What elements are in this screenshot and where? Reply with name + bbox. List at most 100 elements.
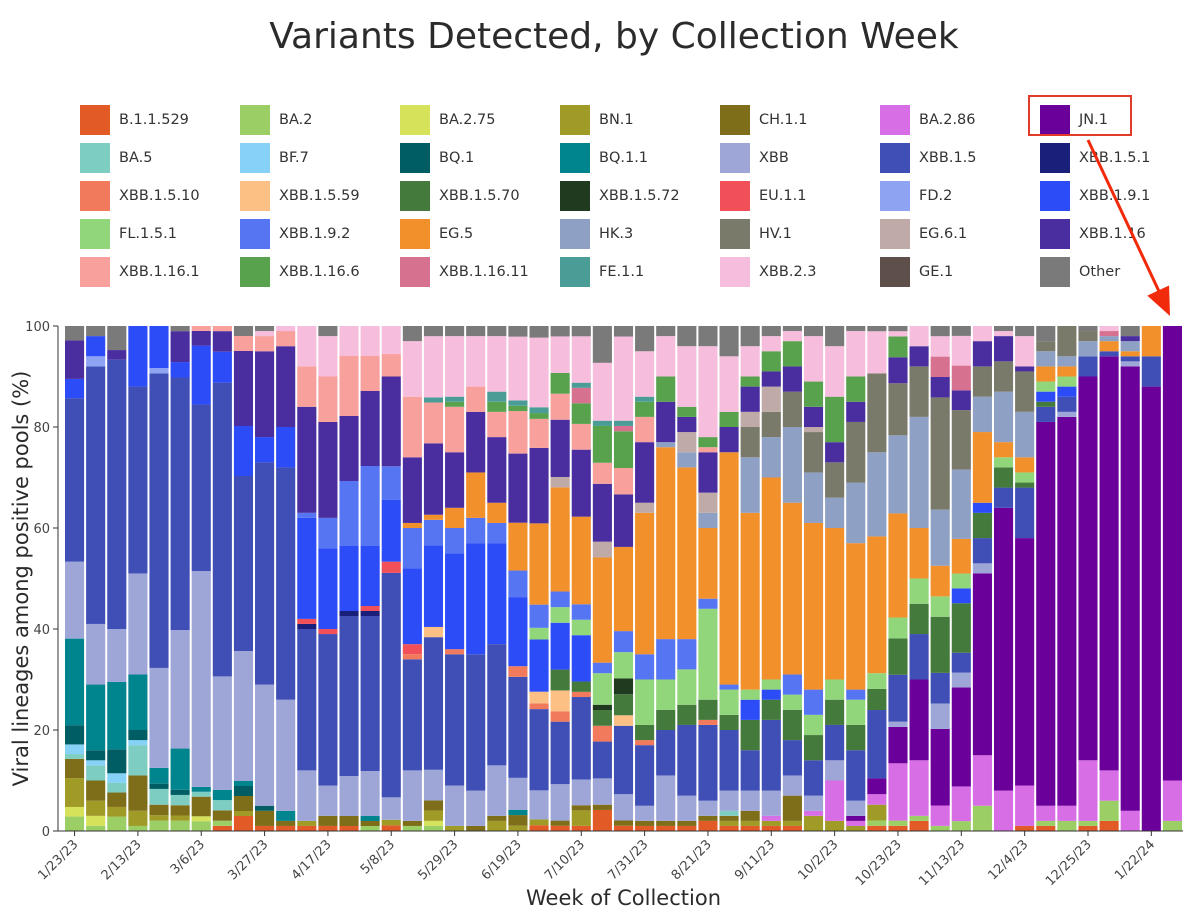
segment-xbb-1-5-70 <box>1036 401 1056 407</box>
segment-ba-2 <box>1078 820 1098 826</box>
segment-eg-6-1 <box>698 492 718 513</box>
segment-hk-3 <box>825 497 845 528</box>
segment-xbb <box>233 651 254 781</box>
bar-week-23 <box>529 326 549 831</box>
segment-xbb-2-3 <box>550 336 570 373</box>
x-tick-label: 4/17/23 <box>289 837 335 883</box>
segment-hv-1 <box>825 462 845 498</box>
segment-other <box>1015 326 1035 337</box>
segment-xbb-1-16-1 <box>487 411 507 438</box>
bar-week-44 <box>972 326 992 831</box>
segment-xbb-1-5 <box>867 710 887 779</box>
segment-xbb-1-5 <box>128 386 148 574</box>
segment-other <box>993 326 1014 332</box>
segment-hv-1 <box>930 397 950 510</box>
legend-swatch <box>560 143 590 173</box>
segment-xbb-1-16-6 <box>677 406 697 417</box>
segment-ch-1-1 <box>191 796 211 817</box>
legend-item-fl-1-5-1: FL.1.5.1 <box>80 219 177 249</box>
segment-xbb-1-16 <box>402 457 422 523</box>
segment-xbb-1-5-70 <box>825 699 845 725</box>
segment-b-1-1-529 <box>867 825 887 831</box>
legend-item-jn-1: JN.1 <box>1040 105 1108 135</box>
segment-hk-3 <box>909 416 929 528</box>
segment-fl-1-5-1 <box>719 689 739 715</box>
legend-label: XBB.1.5.72 <box>599 188 680 204</box>
segment-xbb <box>191 571 211 787</box>
segment-xbb-2-3 <box>613 336 634 421</box>
segment-eg-5 <box>677 467 697 640</box>
bars-layer <box>65 326 1182 831</box>
segment-b-1-1-529 <box>276 825 296 831</box>
segment-ba-2-86 <box>803 810 824 816</box>
segment-xbb-2-3 <box>909 326 929 347</box>
segment-jn-1 <box>867 778 887 795</box>
segment-xbb-1-16-1 <box>592 462 612 484</box>
segment-xbb <box>761 790 781 816</box>
segment-xbb-2-3 <box>656 336 676 377</box>
segment-hk-3 <box>698 512 718 528</box>
segment-xbb-1-16 <box>571 449 591 517</box>
segment-hv-1 <box>1078 331 1098 342</box>
segment-xbb-1-9-2 <box>550 591 570 608</box>
bar-week-29 <box>656 326 676 831</box>
x-tick-label: 2/13/23 <box>99 837 145 883</box>
segment-xbb-2-3 <box>846 331 866 377</box>
bar-week-4 <box>128 326 148 831</box>
segment-b-1-1-529 <box>529 825 549 831</box>
segment-xbb-1-16-1 <box>212 326 232 332</box>
segment-xbb-1-5-1 <box>297 623 317 629</box>
segment-hv-1 <box>846 421 866 483</box>
legend-label: HK.3 <box>599 226 634 242</box>
segment-xbb-1-5 <box>761 719 781 791</box>
legend-swatch <box>720 143 750 173</box>
segment-xbb-1-16-11 <box>1099 331 1119 337</box>
segment-xbb-1-16-6 <box>445 401 465 407</box>
segment-xbb-2-3 <box>297 326 317 367</box>
segment-eg-6-1 <box>803 427 824 433</box>
legend-swatch <box>80 257 110 287</box>
segment-xbb <box>128 573 148 675</box>
segment-xbb-1-5-70 <box>740 719 760 751</box>
segment-ch-1-1 <box>550 820 570 826</box>
bar-week-50 <box>1099 326 1119 831</box>
segment-bn-1 <box>297 820 317 826</box>
segment-xbb-1-5-70 <box>1015 482 1035 488</box>
bar-week-53 <box>1162 326 1182 831</box>
segment-hv-1 <box>888 383 908 436</box>
segment-xbb-1-16-6 <box>635 401 655 417</box>
segment-xbb-1-16 <box>170 331 190 363</box>
segment-xbb-1-16-6 <box>508 405 528 412</box>
segment-xbb-1-16 <box>635 442 655 503</box>
x-tick-label: 10/23/23 <box>853 837 905 889</box>
segment-xbb-1-5 <box>360 616 380 771</box>
segment-hv-1 <box>972 366 992 397</box>
segment-ch-1-1 <box>423 800 444 811</box>
bar-week-43 <box>951 326 971 831</box>
legend-item-hk-3: HK.3 <box>560 219 633 249</box>
segment-xbb <box>445 785 465 826</box>
segment-fl-1-5-1 <box>613 652 634 679</box>
legend-item-ch-1-1: CH.1.1 <box>720 105 807 135</box>
legend-item-xbb-1-5-72: XBB.1.5.72 <box>560 181 680 211</box>
segment-ba-5 <box>170 794 190 806</box>
segment-xbb-1-9-2 <box>656 639 676 680</box>
segment-xbb-1-5 <box>191 404 211 572</box>
segment-xbb-1-16 <box>1015 366 1035 372</box>
x-tick-label: 9/11/23 <box>732 837 778 883</box>
segment-fl-1-5-1 <box>656 679 676 710</box>
segment-eu-1-1 <box>360 606 380 611</box>
bar-week-52 <box>1141 326 1161 831</box>
segment-eg-5 <box>993 442 1014 458</box>
segment-xbb <box>297 770 317 821</box>
segment-other <box>825 326 845 347</box>
segment-xbb-1-16-1 <box>445 406 465 453</box>
legend-label: HV.1 <box>759 226 792 242</box>
segment-xbb-1-5 <box>740 750 760 791</box>
segment-xbb-1-16-1 <box>318 376 338 422</box>
segment-xbb-1-16-6 <box>846 376 866 402</box>
segment-ch-1-1 <box>276 820 296 826</box>
segment-bn-1 <box>128 810 148 826</box>
segment-xbb-1-5-70 <box>846 724 866 751</box>
segment-eg-5 <box>635 512 655 655</box>
